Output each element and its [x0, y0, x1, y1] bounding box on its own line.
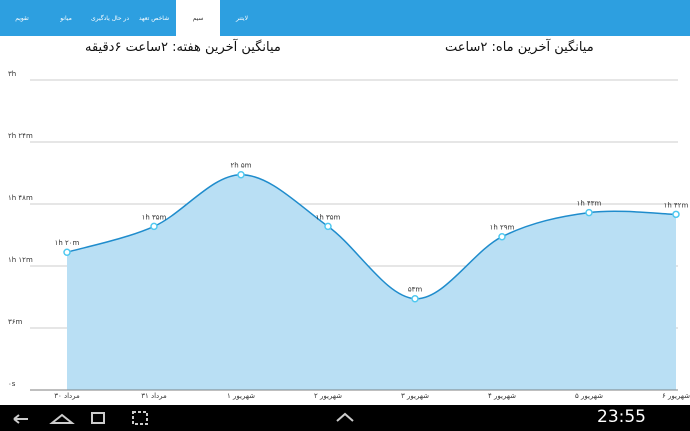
data-label: ۵۳m — [408, 286, 423, 294]
tab[interactable]: لایتنر — [235, 14, 249, 22]
week-average: میانگین آخرین هفته: ۲ساعت ۶دقیقه — [85, 40, 281, 55]
x-tick-label: ۳ شهریور — [401, 392, 429, 400]
y-tick-label: ۱h ۱۲m — [8, 256, 33, 264]
x-tick-label: ۴ شهریور — [488, 392, 516, 400]
y-tick-label: ۰s — [8, 380, 16, 388]
data-label: ۱h ۲۹m — [490, 224, 515, 232]
nav-buttons[interactable] — [0, 405, 200, 431]
x-tick-label: ۲ شهریور — [314, 392, 342, 400]
data-point — [237, 170, 245, 179]
y-tick-label: ۲h ۲۴m — [8, 132, 33, 140]
x-tick-label: ۳۱ مرداد — [141, 392, 167, 400]
x-tick-label: ۱ شهریور — [227, 392, 255, 400]
data-label: ۱h ۳۵m — [142, 213, 167, 221]
tab-bar: تقویم میانو در حال یادگیری شاخص تعهد سیم لایت… — [0, 0, 690, 36]
tab[interactable]: میانو — [60, 14, 72, 22]
tab[interactable]: سیم — [176, 0, 220, 36]
data-label: ۲h ۵m — [231, 162, 252, 170]
system-bar: 23:55 — [0, 405, 690, 431]
menu-button[interactable] — [330, 405, 360, 431]
data-label: ۱h ۴۳m — [577, 200, 602, 208]
y-tick-label: ۳۶m — [8, 318, 23, 326]
y-tick-label: ۳h — [8, 70, 16, 78]
data-point — [411, 294, 419, 303]
x-tick-label: ۳۰ مرداد — [54, 392, 80, 400]
clock: 23:55 — [597, 407, 646, 427]
tab[interactable]: در حال یادگیری — [90, 14, 130, 22]
data-label: ۱h ۴۲m — [664, 201, 689, 209]
tab[interactable]: شاخص تعهد — [138, 14, 170, 22]
area-line — [66, 173, 677, 300]
data-point — [498, 232, 506, 241]
area-fill — [67, 174, 676, 390]
data-point — [585, 208, 593, 217]
y-tick-label: ۱h ۴۸m — [8, 194, 33, 202]
data-label: ۱h ۳۵m — [316, 213, 341, 221]
data-label: ۱h ۲۰m — [55, 239, 80, 247]
data-point — [672, 210, 680, 219]
data-point — [63, 248, 71, 256]
tab[interactable]: تقویم — [15, 14, 29, 22]
x-tick-label: ۶ شهریور — [662, 392, 690, 400]
x-tick-label: ۵ شهریور — [575, 392, 603, 400]
chart: ۰s ۳۶m ۱h ۱۲m ۱h ۴۸m ۲h ۲۴m ۳h ۱h ۲۰m ۱h ۳۵m ۲h … — [8, 70, 690, 400]
month-average: میانگین آخرین ماه: ۲ساعت — [445, 40, 594, 55]
data-point — [150, 222, 158, 231]
data-point — [324, 222, 332, 231]
